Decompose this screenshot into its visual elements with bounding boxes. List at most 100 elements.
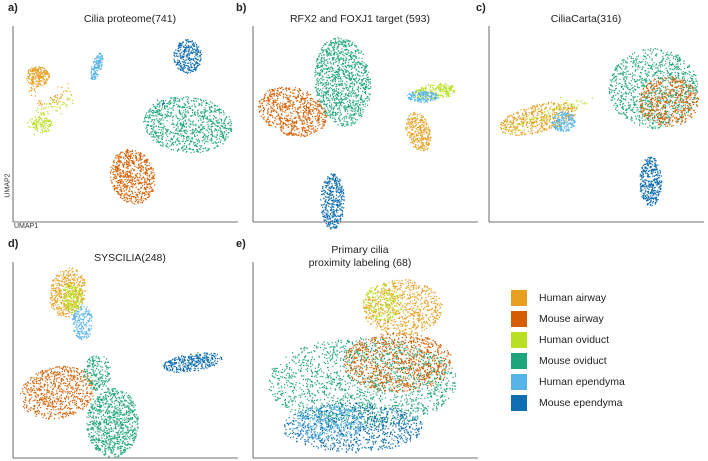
cluster-points — [293, 404, 362, 441]
cluster — [343, 332, 452, 393]
cluster — [20, 365, 96, 420]
cluster-points — [639, 76, 700, 127]
legend-item: Human ependyma — [511, 374, 661, 390]
cluster — [412, 83, 456, 101]
cluster-points — [62, 282, 83, 313]
cluster-points — [143, 96, 233, 154]
cluster — [405, 111, 432, 152]
cluster-points — [363, 279, 443, 336]
legend-item: Human airway — [511, 290, 661, 306]
cluster — [143, 96, 233, 154]
panel-b-label: b) — [236, 2, 247, 14]
cluster — [608, 48, 699, 130]
cluster — [314, 36, 372, 127]
panel-c-title: CiliaCarta(316) — [550, 13, 622, 25]
cluster — [86, 387, 139, 458]
cluster-points — [639, 156, 663, 207]
cluster-points — [343, 332, 452, 393]
cluster-points — [406, 90, 439, 104]
legend-item: Human oviduct — [511, 332, 661, 348]
legend-label: Mouse ependyma — [539, 397, 623, 409]
legend-swatch — [511, 353, 527, 369]
cluster — [639, 76, 700, 127]
panel-d-plot — [12, 262, 238, 459]
cluster-points — [156, 99, 165, 106]
panel-e-label: e) — [236, 238, 246, 250]
cluster — [109, 148, 156, 205]
cluster-points — [53, 83, 69, 103]
legend-label: Human oviduct — [539, 334, 610, 346]
cluster-points — [362, 284, 402, 321]
cluster-points — [320, 173, 345, 230]
cluster — [62, 282, 83, 313]
cluster-points — [27, 103, 49, 136]
cluster-points — [26, 66, 51, 87]
panel-b-title: RFX2 and FOXJ1 target (593) — [289, 13, 431, 25]
legend-item: Mouse airway — [511, 311, 661, 327]
legend-swatch — [511, 332, 527, 348]
cluster-points — [500, 101, 578, 136]
cluster-points — [547, 96, 593, 117]
cluster — [293, 404, 362, 441]
cluster — [363, 279, 443, 336]
legend-item: Mouse oviduct — [511, 353, 661, 369]
cluster-points — [90, 52, 104, 80]
cluster — [162, 352, 223, 373]
cluster — [83, 355, 111, 391]
cluster — [362, 284, 402, 321]
panel-a-label: a) — [8, 2, 18, 14]
panel-c-label: c) — [476, 2, 486, 14]
cluster-points — [72, 304, 93, 341]
legend-label: Mouse airway — [539, 313, 604, 325]
cluster-points — [162, 352, 223, 373]
cluster-points — [32, 116, 53, 133]
panel-e-plot — [252, 262, 478, 459]
cluster-points — [608, 48, 699, 130]
cluster — [72, 304, 93, 341]
cluster-points — [43, 94, 62, 109]
panel-e-title-2: proximity labeling (68) — [308, 257, 412, 269]
cluster — [49, 267, 86, 318]
cluster-points — [20, 365, 96, 420]
cluster-points — [28, 85, 43, 107]
legend-label: Human ependyma — [539, 376, 625, 388]
cluster-points — [49, 267, 86, 318]
legend-label: Human airway — [539, 292, 607, 304]
panel-b-plot — [252, 26, 478, 230]
panel-c-plot — [488, 26, 704, 223]
cluster — [639, 156, 663, 207]
cluster-points — [109, 148, 156, 205]
legend-swatch — [511, 311, 527, 327]
legend-label: Mouse oviduct — [539, 355, 607, 367]
legend-swatch — [511, 395, 527, 411]
cluster — [26, 66, 51, 87]
cluster-points — [268, 337, 457, 428]
umap1-axis-label: UMAP1 — [14, 223, 39, 230]
cluster — [173, 39, 202, 75]
cluster-points — [86, 387, 139, 458]
cluster-points — [551, 111, 577, 132]
cluster — [551, 111, 577, 132]
cluster — [257, 86, 328, 137]
cluster-points — [314, 36, 372, 127]
cluster-points — [412, 83, 456, 101]
legend-swatch — [511, 374, 527, 390]
panel-a-plot — [12, 26, 238, 223]
cluster — [32, 116, 53, 133]
cluster-points — [504, 108, 550, 135]
cluster — [406, 90, 439, 104]
cluster — [268, 337, 457, 428]
cluster-points — [405, 111, 432, 152]
cluster-points — [57, 90, 74, 109]
legend-item: Mouse ependyma — [511, 395, 661, 411]
panel-a-title: Cilia proteome(741) — [83, 13, 177, 25]
panel-d-label: d) — [8, 238, 19, 250]
cluster — [500, 101, 578, 136]
legend-swatch — [511, 290, 527, 306]
panel-e-title-1: Primary cilia — [331, 244, 389, 256]
cluster — [320, 173, 345, 230]
cluster-points — [83, 355, 111, 391]
cluster-points — [257, 86, 328, 137]
cluster — [90, 52, 104, 80]
cluster-points — [173, 39, 202, 75]
